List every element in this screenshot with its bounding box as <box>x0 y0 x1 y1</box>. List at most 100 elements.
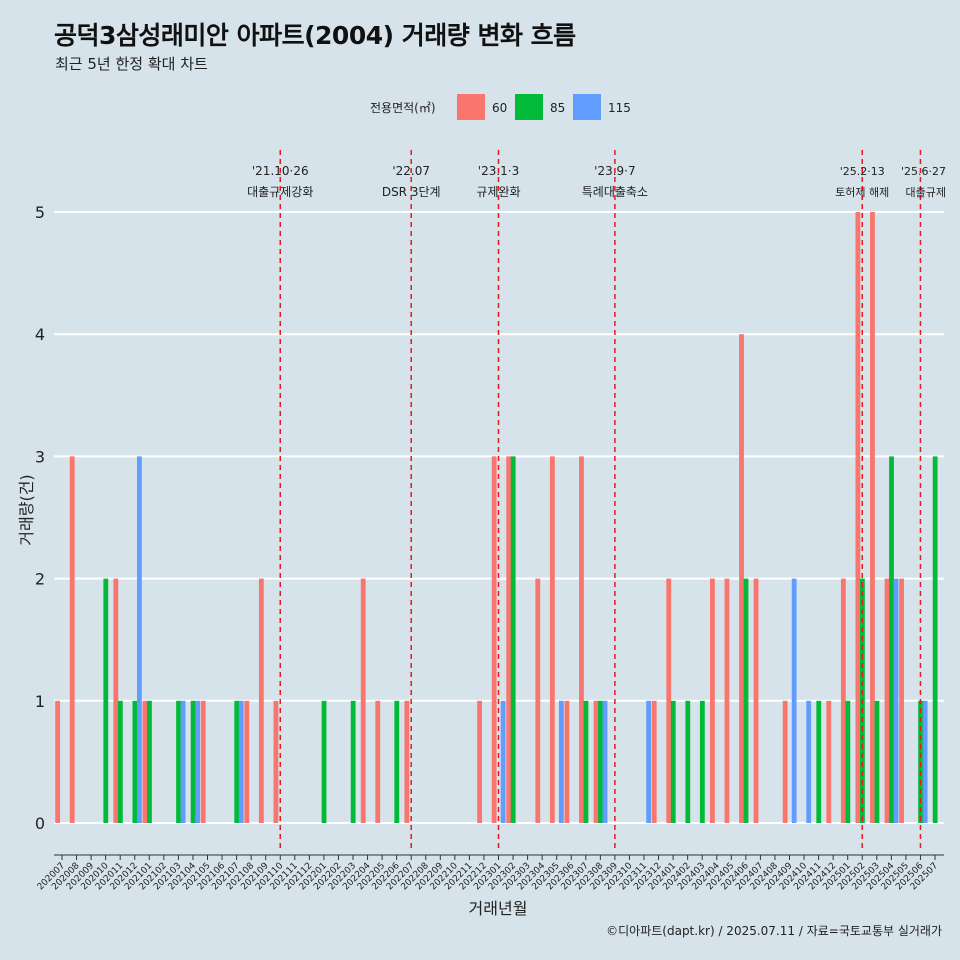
bar-60-202007 <box>55 700 61 823</box>
bar-85-202501 <box>845 700 851 823</box>
bar-85-202101 <box>147 700 152 823</box>
event-label: 토허제 해제 <box>835 185 889 199</box>
bar-85-202402 <box>685 700 691 823</box>
bar-60-202205 <box>375 700 381 823</box>
bar-85-202406 <box>743 578 749 823</box>
event-date: '23.1·3 <box>478 164 519 178</box>
bar-60-202302 <box>506 456 512 823</box>
bar-85-202506 <box>918 700 923 823</box>
event-label: DSR 3단계 <box>382 185 441 199</box>
bar-85-202507 <box>932 456 938 823</box>
y-tick-label: 2 <box>35 570 45 589</box>
bar-60-202204 <box>360 578 366 823</box>
legend-swatch-85 <box>515 94 543 120</box>
bar-60-202312 <box>651 700 657 823</box>
bar-60-202502 <box>855 212 861 823</box>
y-axis-title: 거래량(건) <box>17 474 36 545</box>
legend-label-115: 115 <box>608 101 631 115</box>
source-caption: ©디아파트(dapt.kr) / 2025.07.11 / 자료=국토교통부 실… <box>606 924 942 938</box>
bar-115-202506 <box>922 700 928 823</box>
legend: 전용면적(㎡) 60 85 115 <box>370 94 631 120</box>
bar-85-202104 <box>190 700 196 823</box>
bar-60-202105 <box>200 700 206 823</box>
bar-60-202110 <box>273 700 279 823</box>
bar-115-202409 <box>791 578 797 823</box>
event-label: 대출규제 <box>906 186 946 199</box>
bar-85-202403 <box>699 700 705 823</box>
bar-115-202301 <box>500 700 506 823</box>
x-axis: 2020072020082020092020102020112020122021… <box>36 854 944 892</box>
bar-85-202103 <box>176 700 181 823</box>
bar-60-202505 <box>899 578 904 823</box>
bar-85-202011 <box>117 700 123 823</box>
event-label: 대출규제강화 <box>247 185 313 199</box>
bar-60-202109 <box>258 578 264 823</box>
bar-85-202203 <box>350 700 356 823</box>
bar-60-202301 <box>491 456 497 823</box>
bar-60-202307 <box>579 456 584 823</box>
bar-60-202409 <box>782 700 788 823</box>
bars <box>55 212 938 823</box>
bar-85-202010 <box>103 578 109 823</box>
bar-85-202201 <box>321 700 327 823</box>
bar-115-202107 <box>238 700 244 823</box>
bar-85-202307 <box>583 700 589 823</box>
y-tick-label: 0 <box>35 814 45 833</box>
legend-swatch-115 <box>573 94 601 120</box>
event-label: 특례대출축소 <box>582 185 648 199</box>
y-axis: 0 1 2 3 4 5 <box>35 203 45 833</box>
bar-60-202305 <box>549 456 555 823</box>
bar-60-202308 <box>593 700 599 823</box>
bar-60-202008 <box>69 456 75 823</box>
event-date: '22.07 <box>392 164 430 178</box>
event-date: '25.2·13 <box>840 165 885 178</box>
bar-115-202308 <box>602 700 608 823</box>
event-date: '23.9·7 <box>594 164 635 178</box>
legend-label-85: 85 <box>550 101 565 115</box>
y-tick-label: 1 <box>35 692 45 711</box>
bar-115-202311 <box>646 700 652 823</box>
chart-title: 공덕3삼성래미안 아파트(2004) 거래량 변화 흐름 <box>54 21 576 50</box>
y-tick-label: 4 <box>35 325 45 344</box>
bar-85-202308 <box>598 700 603 823</box>
bar-60-202304 <box>535 578 541 823</box>
legend-swatch-60 <box>457 94 485 120</box>
legend-label-60: 60 <box>492 101 507 115</box>
y-tick-label: 3 <box>35 447 45 466</box>
bar-60-202405 <box>724 578 730 823</box>
y-tick-label: 5 <box>35 203 45 222</box>
bar-60-202101 <box>142 700 148 823</box>
bar-115-202410 <box>806 700 812 823</box>
bar-60-202407 <box>753 578 759 823</box>
bar-85-202504 <box>889 456 894 823</box>
event-label: 규제완화 <box>476 185 520 199</box>
bar-60-202504 <box>884 578 890 823</box>
bar-60-202108 <box>244 700 250 823</box>
bar-115-202103 <box>180 700 186 823</box>
bar-60-202412 <box>826 700 832 823</box>
bar-60-202212 <box>477 700 482 823</box>
bar-60-202503 <box>870 212 875 823</box>
bar-85-202107 <box>234 700 240 823</box>
event-date: '25.6·27 <box>901 165 946 178</box>
x-axis-title: 거래년월 <box>469 899 528 918</box>
bar-60-202207 <box>404 700 410 823</box>
bar-60-202011 <box>113 578 119 823</box>
bar-115-202504 <box>893 578 899 823</box>
bar-60-202401 <box>666 578 672 823</box>
bar-115-202104 <box>195 700 200 823</box>
bar-85-202302 <box>510 456 516 823</box>
legend-title: 전용면적(㎡) <box>370 101 436 115</box>
bar-85-202206 <box>394 700 400 823</box>
bar-85-202503 <box>874 700 880 823</box>
chart-subtitle: 최근 5년 한정 확대 차트 <box>55 55 208 73</box>
bar-60-202406 <box>739 334 744 823</box>
bar-60-202404 <box>710 578 715 823</box>
bar-85-202012 <box>132 700 138 823</box>
bar-60-202306 <box>564 700 570 823</box>
event-date: '21.10·26 <box>252 164 309 178</box>
bar-85-202401 <box>670 700 676 823</box>
bar-85-202411 <box>816 700 822 823</box>
event-markers: '21.10·26 대출규제강화 '22.07 DSR 3단계 '23.1·3 규제완화 '… <box>247 150 946 852</box>
